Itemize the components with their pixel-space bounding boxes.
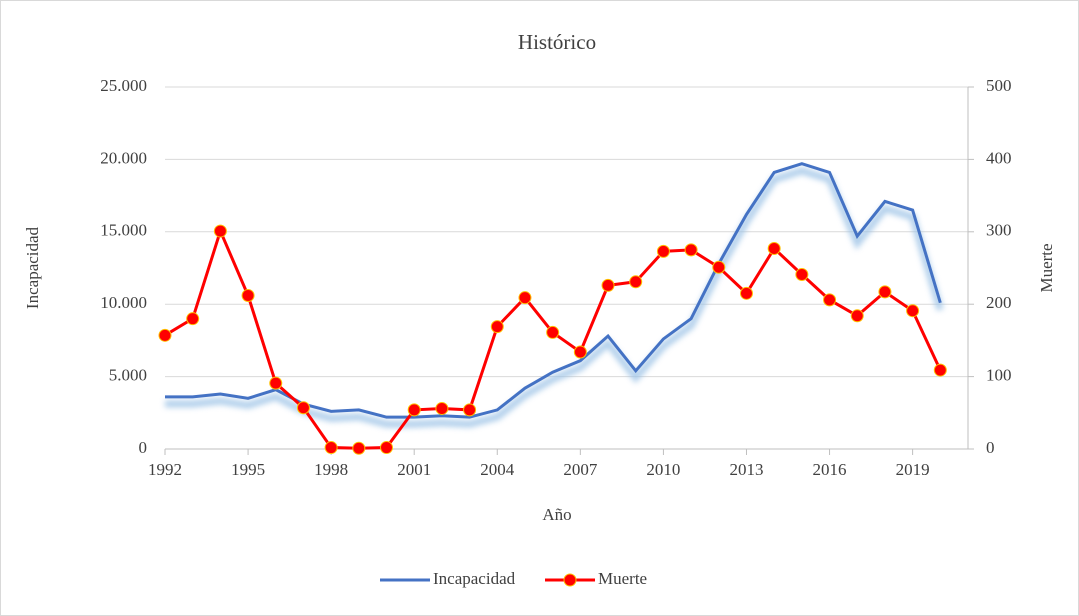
- marker: [407, 403, 421, 417]
- marker: [823, 293, 837, 307]
- marker: [601, 278, 615, 292]
- x-tick-label: 1992: [148, 460, 182, 479]
- y2-tick-label: 200: [986, 293, 1012, 312]
- marker: [296, 401, 310, 415]
- marker: [186, 312, 200, 326]
- y-tick-label: 0: [139, 438, 148, 457]
- marker: [546, 325, 560, 339]
- marker: [213, 224, 227, 238]
- marker: [463, 403, 477, 417]
- marker: [684, 243, 698, 257]
- marker: [906, 304, 920, 318]
- y2-tick-label: 500: [986, 76, 1012, 95]
- marker: [850, 309, 864, 323]
- y2-axis-label: Muerte: [1037, 243, 1056, 292]
- marker: [380, 441, 394, 455]
- marker: [490, 320, 504, 334]
- marker: [324, 441, 338, 455]
- marker: [712, 260, 726, 274]
- marker: [656, 244, 670, 258]
- y-tick-label: 5.000: [109, 366, 147, 385]
- marker: [795, 268, 809, 282]
- x-tick-label: 2001: [397, 460, 431, 479]
- legend-marker: [563, 573, 577, 587]
- y2-tick-label: 0: [986, 438, 995, 457]
- marker: [629, 275, 643, 289]
- x-tick-label: 2013: [729, 460, 763, 479]
- x-tick-label: 1995: [231, 460, 265, 479]
- line-glow: [165, 167, 944, 428]
- legend-label: Incapacidad: [433, 569, 516, 588]
- marker: [269, 376, 283, 390]
- y2-tick-label: 100: [986, 366, 1012, 385]
- marker: [933, 363, 947, 377]
- y-tick-label: 20.000: [100, 148, 147, 167]
- x-tick-label: 2007: [563, 460, 598, 479]
- y-tick-label: 10.000: [100, 293, 147, 312]
- x-tick-label: 1998: [314, 460, 348, 479]
- x-tick-label: 2019: [896, 460, 930, 479]
- x-axis-label: Año: [542, 505, 571, 524]
- marker: [739, 286, 753, 300]
- y-tick-label: 25.000: [100, 76, 147, 95]
- chart-title: Histórico: [518, 30, 596, 54]
- y-tick-label: 15.000: [100, 221, 147, 240]
- y2-tick-label: 400: [986, 148, 1012, 167]
- x-tick-label: 2010: [646, 460, 680, 479]
- marker: [435, 401, 449, 415]
- marker: [158, 328, 172, 342]
- x-tick-label: 2004: [480, 460, 515, 479]
- marker: [518, 291, 532, 305]
- y2-tick-label: 300: [986, 221, 1012, 240]
- marker: [241, 289, 255, 303]
- x-tick-label: 2016: [813, 460, 847, 479]
- marker: [767, 241, 781, 255]
- marker: [352, 441, 366, 455]
- y-axis-label: Incapacidad: [23, 226, 42, 309]
- marker: [573, 345, 587, 359]
- marker: [878, 285, 892, 299]
- legend-label: Muerte: [598, 569, 647, 588]
